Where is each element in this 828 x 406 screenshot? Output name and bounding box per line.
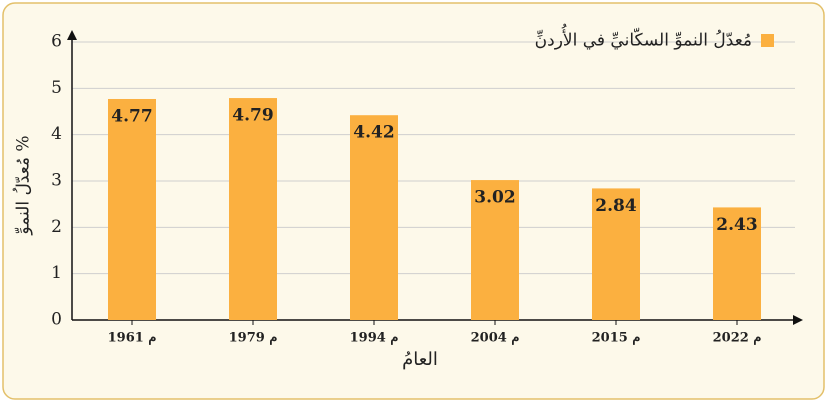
- y-tick-label: 6: [51, 32, 62, 52]
- legend-swatch: [761, 34, 774, 47]
- x-tick-label: 1979 م: [229, 331, 278, 346]
- value-label: 4.79: [232, 106, 273, 126]
- y-tick-label: 4: [51, 124, 62, 144]
- y-tick-label: 1: [51, 263, 62, 283]
- plot-area: 0 1 2 3 4 5 6 1961 م 4.77 1979 م 4.79 1994 م 4.42 200…: [51, 30, 803, 346]
- x-tick-label: 1961 م: [108, 331, 157, 346]
- value-label: 2.43: [716, 215, 757, 235]
- y-tick-label: 2: [51, 217, 62, 237]
- bar: [713, 207, 761, 320]
- bar: [350, 115, 398, 320]
- x-axis-label: العامُ: [402, 349, 438, 370]
- y-tick-label: 0: [51, 310, 62, 330]
- x-axis-arrow: [793, 315, 803, 325]
- value-label: 3.02: [474, 188, 515, 208]
- value-label: 2.84: [595, 196, 637, 216]
- bar: [592, 188, 640, 320]
- y-axis-label: مُعدّلُ النموِّ %: [13, 135, 34, 235]
- bar: [229, 98, 277, 321]
- value-label: 4.77: [111, 106, 152, 126]
- y-axis-arrow: [67, 30, 77, 40]
- x-tick-label: 2004 م: [471, 331, 520, 346]
- bar: [471, 180, 519, 320]
- value-label: 4.42: [353, 123, 394, 143]
- bar: [108, 98, 156, 321]
- x-tick-label: 2015 م: [592, 331, 641, 346]
- x-tick-label: 1994 م: [350, 331, 399, 346]
- y-tick-label: 5: [51, 78, 62, 98]
- y-tick-label: 3: [51, 171, 62, 191]
- x-tick-label: 2022 م: [713, 331, 762, 346]
